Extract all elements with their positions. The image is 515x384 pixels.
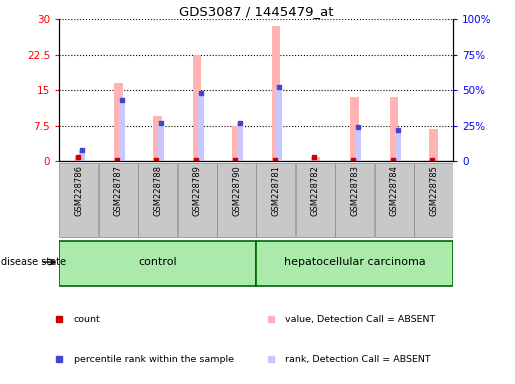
Text: value, Detection Call = ABSENT: value, Detection Call = ABSENT	[285, 315, 436, 324]
Bar	[394, 130, 401, 161]
Text: GSM228788: GSM228788	[153, 165, 162, 216]
Text: GSM228789: GSM228789	[193, 165, 201, 216]
Text: count: count	[74, 315, 100, 324]
FancyBboxPatch shape	[296, 163, 335, 237]
FancyBboxPatch shape	[256, 163, 296, 237]
Bar	[271, 26, 280, 161]
Bar	[119, 100, 125, 161]
Title: GDS3087 / 1445479_at: GDS3087 / 1445479_at	[179, 5, 334, 18]
Text: GSM228787: GSM228787	[114, 165, 123, 216]
FancyBboxPatch shape	[178, 163, 217, 237]
Bar	[237, 123, 243, 161]
Text: GSM228790: GSM228790	[232, 165, 241, 216]
Text: GSM228786: GSM228786	[75, 165, 83, 216]
Bar	[75, 156, 83, 161]
Text: GSM228783: GSM228783	[350, 165, 359, 216]
Bar	[311, 157, 320, 161]
Text: GSM228785: GSM228785	[429, 165, 438, 216]
Text: rank, Detection Call = ABSENT: rank, Detection Call = ABSENT	[285, 354, 431, 364]
FancyBboxPatch shape	[414, 163, 453, 237]
Text: percentile rank within the sample: percentile rank within the sample	[74, 354, 234, 364]
Text: GSM228782: GSM228782	[311, 165, 320, 216]
Bar	[355, 127, 361, 161]
FancyBboxPatch shape	[374, 163, 414, 237]
Text: hepatocellular carcinoma: hepatocellular carcinoma	[284, 257, 425, 267]
FancyBboxPatch shape	[138, 163, 177, 237]
Bar	[277, 88, 282, 161]
FancyBboxPatch shape	[59, 163, 98, 237]
FancyBboxPatch shape	[99, 163, 138, 237]
Bar	[79, 150, 85, 161]
FancyBboxPatch shape	[256, 240, 453, 286]
Bar	[153, 116, 162, 161]
Bar	[158, 123, 164, 161]
Text: control: control	[139, 257, 177, 267]
FancyBboxPatch shape	[59, 240, 256, 286]
Bar	[232, 126, 241, 161]
Text: disease state: disease state	[1, 257, 66, 267]
Bar	[350, 98, 359, 161]
Bar	[114, 83, 123, 161]
Bar	[390, 98, 399, 161]
Bar	[193, 55, 201, 161]
Text: GSM228781: GSM228781	[271, 165, 280, 216]
Bar	[198, 93, 203, 161]
FancyBboxPatch shape	[217, 163, 256, 237]
FancyBboxPatch shape	[335, 163, 374, 237]
Text: GSM228784: GSM228784	[390, 165, 399, 216]
Bar	[429, 129, 438, 161]
